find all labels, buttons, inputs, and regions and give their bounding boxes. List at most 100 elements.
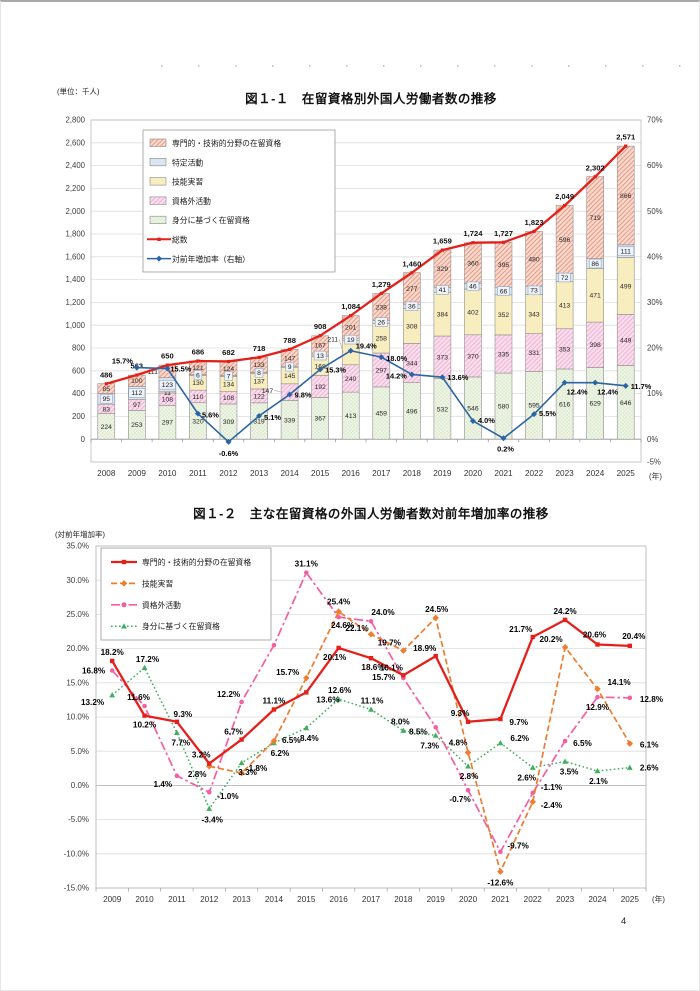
bar-value-label: 459 bbox=[376, 410, 388, 417]
bar-value-label: 85 bbox=[102, 386, 110, 393]
data-point-marker bbox=[257, 355, 261, 359]
data-point-marker bbox=[317, 366, 324, 373]
bar-value-label: 277 bbox=[406, 286, 418, 293]
bar-value-label: 258 bbox=[376, 336, 388, 343]
left-axis-tick-label: 1,200 bbox=[65, 298, 85, 307]
data-point-label: -9.7% bbox=[507, 842, 529, 851]
data-point-marker bbox=[433, 724, 439, 730]
total-value-label: 2,049 bbox=[555, 192, 574, 201]
bar-value-label-box bbox=[436, 285, 449, 295]
fig1-stacked-bar-chart: 2,800 2,600 2,400 2,200 2,000 1,800 1,600 1,400… bbox=[65, 116, 663, 481]
total-value-label: 908 bbox=[314, 322, 327, 331]
growth-value-label: 15.5% bbox=[170, 365, 191, 374]
bar-value-label: 320 bbox=[192, 418, 204, 425]
right-axis-tick-label: 70% bbox=[647, 116, 663, 125]
left-axis-tick-label: 1,800 bbox=[65, 230, 85, 239]
data-point-label: 6.2% bbox=[510, 734, 529, 743]
data-point-marker bbox=[410, 271, 414, 275]
data-point-marker bbox=[531, 411, 538, 418]
left-axis-tick-label: 25.0% bbox=[66, 610, 89, 619]
data-point-marker bbox=[594, 685, 601, 693]
data-point-marker bbox=[379, 291, 383, 295]
left-axis-tick-label: 2,800 bbox=[65, 116, 85, 125]
bar-value-label: 110 bbox=[193, 394, 204, 401]
legend-item-label: 資格外活動 bbox=[142, 600, 181, 610]
bar-value-label: 147 bbox=[284, 355, 296, 362]
total-value-label: 682 bbox=[222, 348, 235, 357]
data-point-marker bbox=[165, 363, 169, 367]
left-axis-tick-label: 600 bbox=[72, 366, 86, 375]
data-point-marker bbox=[239, 699, 244, 705]
data-point-marker bbox=[141, 664, 148, 671]
data-point-marker bbox=[595, 642, 600, 647]
x-axis-year-label: 2009 bbox=[103, 895, 122, 904]
data-point-marker bbox=[207, 761, 212, 766]
data-point-marker bbox=[109, 668, 115, 673]
x-axis-year-label: 2010 bbox=[158, 469, 177, 478]
data-point-label: 13.6% bbox=[316, 695, 340, 704]
data-point-marker bbox=[347, 347, 354, 354]
growth-value-label: 18.0% bbox=[386, 354, 407, 363]
data-point-label: 24.0% bbox=[371, 608, 395, 617]
data-point-label: 20.6% bbox=[583, 630, 607, 639]
data-point-label: 8.5% bbox=[409, 727, 428, 736]
bar-value-label: 240 bbox=[345, 376, 357, 383]
bar-value-label-box bbox=[617, 246, 635, 256]
x-axis-year-label: 2021 bbox=[491, 895, 510, 904]
growth-value-label: 5.1% bbox=[264, 413, 281, 422]
data-point-label: 11.6% bbox=[127, 693, 150, 702]
total-line bbox=[105, 145, 627, 385]
total-value-label: 486 bbox=[100, 370, 113, 379]
x-axis-year-label: 2017 bbox=[372, 469, 391, 478]
data-point-label: -3.4% bbox=[202, 816, 224, 825]
data-point-marker bbox=[400, 647, 407, 654]
data-point-marker bbox=[497, 739, 504, 746]
x-axis-year-label: 2014 bbox=[265, 895, 284, 904]
x-axis-year-label: 2018 bbox=[394, 895, 413, 904]
bar-value-label: 123 bbox=[162, 382, 174, 389]
legend-swatch bbox=[149, 177, 167, 186]
data-point-label: -2.4% bbox=[541, 801, 563, 810]
bar-value-label: 329 bbox=[437, 266, 449, 273]
bar-value-label: 546 bbox=[467, 405, 479, 412]
data-point-marker bbox=[256, 412, 263, 419]
data-point-label: 6.5% bbox=[282, 736, 301, 745]
data-point-marker bbox=[401, 673, 406, 678]
right-axis-tick-label: 60% bbox=[647, 161, 663, 170]
data-point-marker bbox=[497, 868, 504, 875]
x-axis-year-label: 2024 bbox=[588, 895, 607, 904]
bar-value-label: 253 bbox=[131, 422, 143, 429]
bar-value-label: 100 bbox=[131, 378, 143, 385]
data-point-label: 2.8% bbox=[460, 772, 479, 781]
data-point-marker bbox=[595, 694, 600, 700]
x-axis-year-label: 2010 bbox=[135, 895, 154, 904]
data-point-marker bbox=[433, 653, 438, 659]
label-leader-line bbox=[274, 390, 283, 393]
data-point-label: 14.1% bbox=[607, 678, 631, 687]
bar-value-label: 353 bbox=[559, 346, 571, 353]
legend-swatch bbox=[149, 196, 167, 205]
left-axis-tick-label: 400 bbox=[72, 389, 86, 398]
growth-value-label: 5.5% bbox=[539, 409, 556, 418]
data-point-marker bbox=[439, 374, 446, 381]
bar-value-label: 201 bbox=[345, 324, 357, 331]
data-point-label: 15.7% bbox=[372, 673, 396, 682]
data-point-label: 4.8% bbox=[449, 739, 468, 748]
data-point-label: 6.1% bbox=[640, 741, 659, 750]
bar-value-label: 224 bbox=[101, 424, 113, 431]
data-point-marker bbox=[349, 314, 353, 318]
data-point-marker bbox=[561, 379, 568, 386]
bar-value-label: 122 bbox=[253, 393, 265, 400]
data-point-label: 2.6% bbox=[517, 774, 536, 783]
data-point-marker bbox=[432, 614, 439, 622]
bar-value-label: 866 bbox=[620, 193, 632, 200]
bar-value-label: 532 bbox=[437, 406, 449, 413]
right-axis-tick-label: 50% bbox=[647, 207, 663, 216]
legend-swatch bbox=[149, 157, 167, 167]
bar-value-label: 595 bbox=[528, 403, 540, 410]
data-point-label: 20.2% bbox=[540, 635, 564, 644]
bar-value-label-box bbox=[158, 380, 176, 390]
x-axis-year-label: 2025 bbox=[621, 895, 640, 904]
data-point-marker bbox=[400, 727, 407, 733]
bar-value-label-box bbox=[224, 371, 233, 381]
